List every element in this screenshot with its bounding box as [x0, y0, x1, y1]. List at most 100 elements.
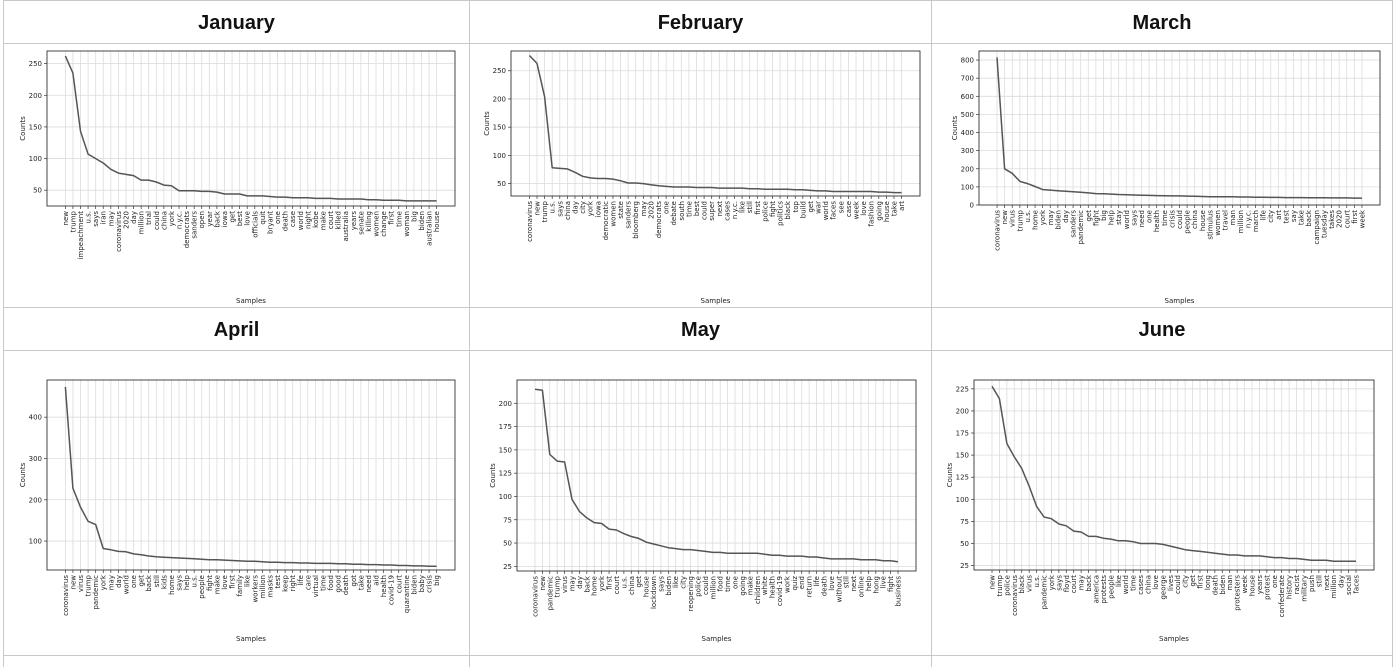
x-tick-label: china — [160, 211, 168, 230]
x-tick-label: confederate — [1278, 575, 1286, 617]
y-tick-label: 75 — [960, 518, 969, 526]
bottom-strip — [3, 656, 1397, 667]
y-tick-label: 600 — [961, 93, 974, 101]
x-tick-label: u.s. — [191, 575, 199, 588]
x-tick-label: democrats — [655, 201, 663, 239]
x-tick-label: get — [1189, 575, 1197, 587]
x-tick-label: house — [643, 576, 651, 597]
x-tick-label: york — [598, 575, 606, 591]
x-tick-label: u.s. — [1033, 575, 1041, 588]
x-tick-label: court — [327, 211, 335, 229]
x-tick-label: fight — [1092, 210, 1100, 226]
x-tick-label: new — [1001, 210, 1009, 225]
x-tick-label: world — [822, 201, 830, 220]
x-tick-label: million — [1237, 210, 1245, 233]
y-tick-label: 100 — [499, 493, 512, 501]
x-tick-label: one — [732, 576, 740, 589]
x-tick-label: home — [168, 575, 176, 595]
x-axis-label: Samples — [236, 297, 266, 305]
x-tick-label: kobe — [312, 211, 320, 228]
x-tick-label: house — [1249, 575, 1257, 596]
x-tick-label: still — [1315, 575, 1323, 587]
x-tick-label: first — [1197, 575, 1205, 589]
x-tick-label: killing — [365, 211, 373, 232]
x-tick-label: art — [1275, 210, 1283, 220]
x-tick-label: man — [1226, 575, 1234, 591]
x-tick-label: time — [724, 576, 732, 592]
x-tick-label: help — [865, 575, 873, 591]
x-tick-label: home — [591, 576, 599, 596]
x-tick-label: quarantine — [403, 575, 411, 613]
x-tick-label: long — [1204, 575, 1212, 590]
x-tick-label: take — [1298, 210, 1306, 225]
x-tick-label: coronavirus — [994, 210, 1002, 251]
series-line — [64, 386, 437, 568]
y-tick-label: 200 — [493, 95, 506, 103]
x-tick-label: love — [828, 576, 836, 591]
x-tick-label: need — [365, 575, 373, 593]
x-tick-label: fashion — [868, 201, 876, 227]
x-tick-label: take — [890, 201, 898, 216]
y-tick-label: 50 — [33, 187, 42, 195]
x-tick-label: day — [1062, 210, 1070, 223]
y-tick-label: 150 — [29, 123, 42, 131]
x-tick-label: one — [274, 211, 282, 224]
x-tick-label: may — [1078, 575, 1086, 590]
x-tick-label: one — [130, 575, 138, 588]
x-tick-label: first — [754, 201, 762, 215]
x-tick-label: n.y.c. — [176, 211, 184, 229]
y-tick-label: 175 — [956, 430, 969, 438]
x-tick-label: bryant — [266, 211, 274, 234]
x-tick-label: life — [1260, 210, 1268, 221]
x-tick-label: year — [206, 211, 214, 227]
x-tick-label: says — [657, 576, 665, 592]
x-tick-label: love — [1152, 575, 1160, 590]
x-tick-label: care — [304, 575, 312, 590]
x-tick-label: day — [1338, 575, 1346, 588]
x-tick-label: social — [1345, 575, 1353, 595]
x-tick-label: good — [335, 575, 343, 592]
x-tick-label: health — [769, 576, 777, 598]
x-tick-label: trump — [69, 210, 77, 232]
x-tick-label: biden — [1054, 210, 1062, 230]
chart-cell-january: January new trump impeachment u.s. says iran ma… — [3, 0, 470, 308]
x-tick-label: art — [898, 201, 906, 211]
x-tick-label: fight — [206, 575, 214, 591]
x-tick-label: bloomberg — [632, 201, 640, 239]
x-tick-label: crisis — [1168, 210, 1176, 228]
x-tick-label: coronavirus — [1011, 575, 1019, 616]
y-tick-label: 150 — [499, 446, 512, 454]
x-tick-label: life — [297, 575, 305, 586]
series-line — [996, 57, 1362, 199]
x-tick-label: china — [564, 201, 572, 220]
x-tick-label: black — [1018, 574, 1026, 594]
x-tick-label: death — [282, 211, 290, 231]
x-tick-label: city — [579, 201, 587, 214]
x-tick-label: case — [289, 211, 297, 227]
x-tick-label: home — [1032, 210, 1040, 230]
chart-cell-june: June new trump police coronavirus black virus u… — [931, 307, 1393, 656]
x-tick-label: like — [672, 576, 680, 588]
x-tick-label: back — [1305, 209, 1313, 227]
x-tick-label: time — [1161, 210, 1169, 226]
x-tick-label: million — [709, 576, 717, 599]
x-tick-label: says — [1055, 575, 1063, 591]
x-tick-label: iowa — [594, 201, 602, 217]
x-tick-label: biden — [410, 575, 418, 595]
x-tick-label: fight — [769, 201, 777, 217]
x-tick-label: york — [587, 200, 595, 216]
x-tick-label: change — [380, 211, 388, 237]
plot-frame — [46, 50, 456, 207]
y-axis-label: Counts — [483, 111, 491, 136]
x-tick-label: still — [843, 576, 851, 588]
x-tick-label: night — [304, 211, 312, 229]
x-tick-label: world — [122, 575, 130, 594]
x-tick-label: health — [380, 575, 388, 597]
x-tick-label: black — [784, 200, 792, 220]
x-tick-label: best — [236, 211, 244, 226]
x-tick-label: make — [213, 575, 221, 594]
x-tick-label: death — [342, 575, 350, 595]
x-tick-label: trump — [85, 574, 93, 596]
x-tick-label: return — [806, 576, 814, 597]
chart-title: June — [931, 307, 1393, 351]
